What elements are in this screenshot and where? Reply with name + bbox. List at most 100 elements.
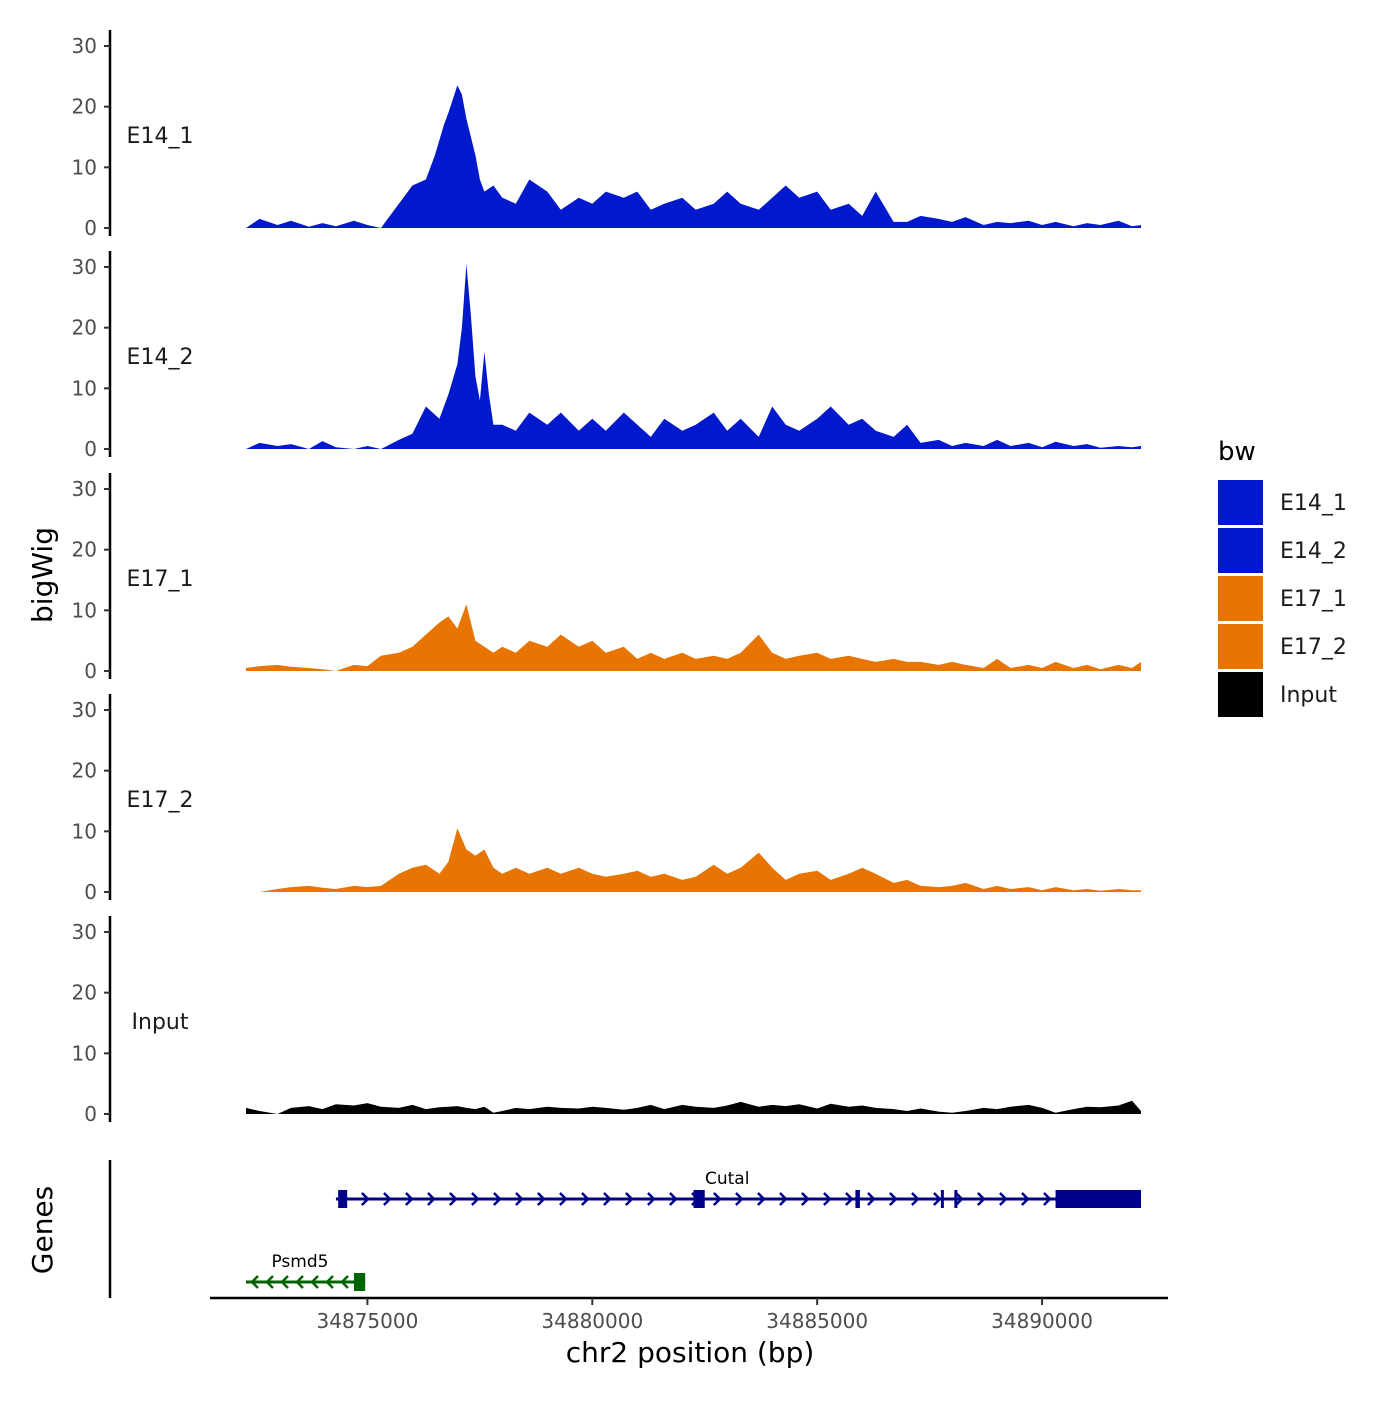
genes-axis-title: Genes [26,1186,59,1274]
legend: bw E14_1 E14_2 E17_1 E17_2 Input [1218,437,1347,717]
strand-arrow [823,1192,832,1206]
strand-arrow [581,1192,590,1206]
strand-arrow [669,1192,678,1206]
gene-exon [693,1190,705,1208]
strand-arrow [845,1192,854,1206]
track-panel-input: 0 10 20 30 Input [72,916,1141,1126]
legend-swatch [1218,528,1263,573]
y-tick-label: 30 [72,255,97,279]
y-tick-label: 20 [72,316,97,340]
y-tick-label: 30 [72,920,97,944]
signal-area-e14-1 [246,85,1141,229]
legend-entry-e14-2: E14_2 [1218,528,1347,573]
x-tick-label: 34890000 [991,1309,1093,1333]
strand-arrow [911,1192,920,1206]
strand-arrow [757,1192,766,1206]
legend-swatch [1218,576,1263,621]
gene-panel: Cutal Psmd5 [108,1160,1142,1298]
y-tick-label: 10 [72,155,97,179]
strand-arrow [1043,1192,1052,1206]
legend-swatch [1218,672,1263,717]
strand-arrow [250,1275,259,1289]
y-tick-label: 0 [84,216,97,240]
x-tick-label: 34875000 [317,1309,419,1333]
track-label: E14_1 [127,124,194,149]
track-label: Input [132,1010,189,1035]
strand-arrow [449,1192,458,1206]
strand-arrow [889,1192,898,1206]
signal-area-e17-2 [246,828,1141,892]
legend-label: E14_1 [1280,491,1347,516]
track-panel-e17-1: 0 10 20 30 E17_1 [72,473,1141,683]
strand-arrow [867,1192,876,1206]
signal-area-e14-2 [246,264,1141,449]
y-tick-label: 10 [72,598,97,622]
y-tick-label: 20 [72,759,97,783]
strand-arrow [933,1192,942,1206]
strand-arrow [559,1192,568,1206]
signal-area-e17-1 [246,604,1141,671]
x-tick-label: 34880000 [541,1309,643,1333]
strand-arrow [295,1275,304,1289]
gene-exon [940,1190,944,1208]
y-tick-label: 20 [72,95,97,119]
x-axis-title: chr2 position (bp) [566,1336,815,1369]
legend-entry-e17-2: E17_2 [1218,624,1347,669]
y-tick-label: 10 [72,1041,97,1065]
strand-arrow [603,1192,612,1206]
y-tick-label: 30 [72,698,97,722]
y-tick-label: 0 [84,1102,97,1126]
track-label: E17_1 [127,567,194,592]
y-tick-label: 10 [72,819,97,843]
strand-arrow [955,1192,964,1206]
gene-cutal: Cutal [335,1169,1142,1208]
strand-arrow [427,1192,436,1206]
legend-label: E17_2 [1280,635,1347,660]
track-panel-e14-2: 0 10 20 30 E14_2 [72,251,1141,461]
legend-swatch [1218,624,1263,669]
track-panel-e14-1: 0 10 20 30 E14_1 [72,30,1141,240]
strand-arrow [625,1192,634,1206]
strand-arrow [310,1275,319,1289]
legend-label: E17_1 [1280,587,1347,612]
y-tick-label: 0 [84,880,97,904]
y-tick-label: 20 [72,538,97,562]
legend-title: bw [1218,437,1256,467]
x-tick-label: 34885000 [766,1309,868,1333]
strand-arrow [471,1192,480,1206]
gene-psmd5: Psmd5 [245,1252,366,1291]
y-axis-title: bigWig [26,527,59,623]
y-tick-label: 0 [84,659,97,683]
legend-label: E14_2 [1280,539,1347,564]
strand-arrow [515,1192,524,1206]
gene-label: Cutal [705,1169,749,1189]
strand-arrow [999,1192,1008,1206]
gene-exon [353,1273,366,1291]
strand-arrow [383,1192,392,1206]
y-tick-label: 0 [84,437,97,461]
legend-entry-e14-1: E14_1 [1218,480,1347,525]
gene-exon [1055,1190,1142,1208]
gene-exon [954,1190,958,1208]
strand-arrow [1021,1192,1030,1206]
strand-arrow [280,1275,289,1289]
y-tick-label: 30 [72,34,97,58]
track-panels: 0 10 20 30 E14_1 0 10 20 30 E14_2 0 10 20 30 E17_1 0 10 2… [72,30,1141,1126]
track-label: E17_2 [127,788,194,813]
strand-arrow [801,1192,810,1206]
legend-label: Input [1280,683,1337,708]
y-tick-label: 20 [72,981,97,1005]
legend-swatch [1218,480,1263,525]
strand-arrow [340,1275,349,1289]
y-tick-label: 30 [72,477,97,501]
gene-label: Psmd5 [271,1252,328,1272]
strand-arrow [977,1192,986,1206]
strand-arrow [265,1275,274,1289]
strand-arrow [361,1192,370,1206]
track-panel-e17-2: 0 10 20 30 E17_2 [72,694,1141,904]
y-tick-label: 10 [72,376,97,400]
x-axis: 34875000 34880000 34885000 34890000 [210,1296,1168,1333]
track-label: E14_2 [127,345,194,370]
